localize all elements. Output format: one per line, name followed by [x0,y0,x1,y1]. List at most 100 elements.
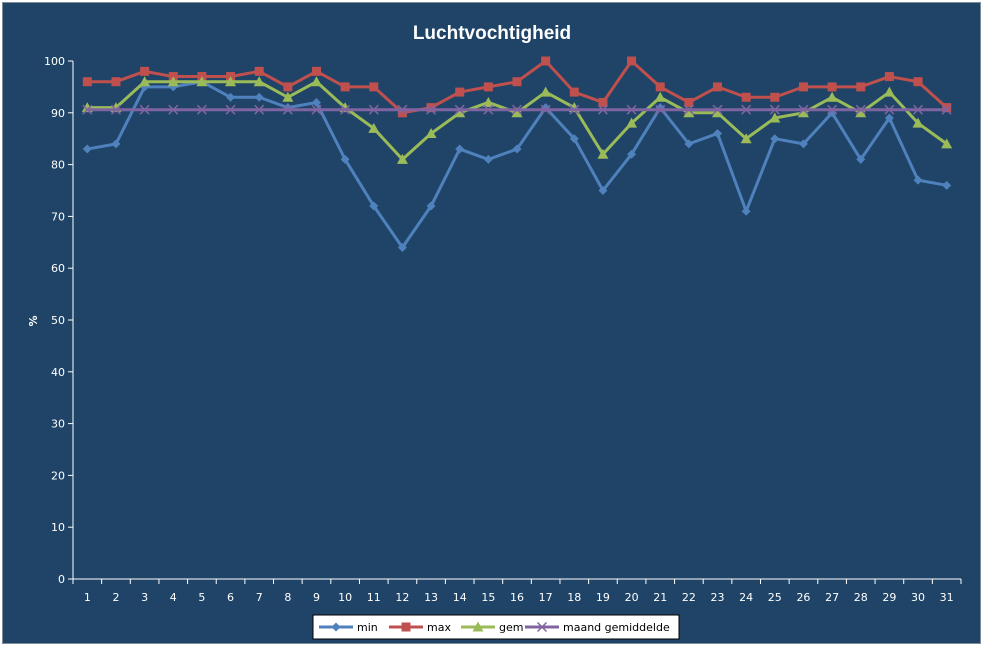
data-point [282,104,293,115]
marker-stroke [168,104,179,115]
marker-stroke [655,104,666,115]
data-point [540,86,552,97]
x-tick-label: 11 [367,591,381,604]
data-point [369,201,379,211]
marker-stroke [254,104,265,115]
x-tick-label: 15 [481,591,495,604]
data-point [110,104,121,115]
marker-stroke [340,104,351,115]
data-point [454,107,466,118]
data-point [196,76,208,87]
data-point [912,117,924,128]
x-tick-label: 30 [911,591,925,604]
x-tick-label: 22 [682,591,696,604]
x-tick-label: 17 [539,591,553,604]
data-point [282,91,294,102]
x-tick-label: 28 [854,591,868,604]
data-point [254,66,264,76]
y-tick-label: 30 [51,418,65,431]
x-tick-label: 20 [625,591,639,604]
data-point [111,77,121,87]
y-tick-label: 20 [51,469,65,482]
data-point [426,104,437,115]
data-point [627,56,637,66]
y-axis-label: % [27,315,40,326]
data-point [740,133,752,144]
y-tick-label: 60 [51,262,65,275]
data-point [569,104,580,115]
y-tick-label: 70 [51,210,65,223]
data-point [741,104,752,115]
data-point [455,144,465,154]
data-point [482,96,494,107]
x-tick-label: 8 [284,591,291,604]
x-tick-label: 5 [198,591,205,604]
x-tick-label: 4 [170,591,177,604]
data-point [741,206,751,216]
data-point [942,103,952,113]
data-point [913,104,924,115]
data-point [426,103,436,113]
data-point [397,108,407,118]
data-point [856,154,866,164]
data-point [713,129,723,139]
data-point [340,82,350,92]
data-point [82,104,93,115]
data-point [770,92,780,102]
data-point [683,107,695,118]
data-point [512,77,522,87]
x-tick-label: 29 [882,591,896,604]
data-point [883,86,895,97]
y-tick-label: 80 [51,159,65,172]
marker-stroke [827,104,838,115]
legend-box [312,614,680,640]
x-tick-label: 18 [567,591,581,604]
data-point [397,242,407,252]
data-point [196,104,207,115]
data-point [942,180,952,190]
x-tick-label: 24 [739,591,753,604]
data-point [254,92,264,102]
legend-marker [331,622,341,632]
legend-marker [401,622,411,632]
marker-stroke [884,104,895,115]
series-layer [81,56,953,252]
x-tick-label: 16 [510,591,524,604]
data-point [655,104,666,115]
data-point [340,104,351,115]
data-point [597,104,608,115]
marker-stroke [368,104,379,115]
marker-stroke [311,104,322,115]
data-point [798,104,809,115]
marker-stroke [913,104,924,115]
data-point [425,128,437,139]
chart-title: Luchtvochtigheid [413,23,571,44]
legend-label: max [427,621,451,634]
data-point [311,66,321,76]
x-tick-label: 19 [596,591,610,604]
data-point [82,144,92,154]
data-point [684,139,694,149]
data-point [627,149,637,159]
data-point [225,104,236,115]
data-point [741,92,751,102]
data-point [511,104,523,115]
data-point [426,201,436,211]
x-tick-label: 10 [338,591,352,604]
legend-label: maand gemiddelde [563,621,670,634]
x-tick-label: 23 [711,591,725,604]
data-point [626,104,637,115]
data-point [283,82,293,92]
marker-stroke [282,104,293,115]
data-point [683,104,694,115]
data-point [769,104,780,115]
data-point [826,91,838,102]
data-point [827,82,837,92]
data-point [913,77,923,87]
data-point [856,82,866,92]
data-point [369,82,379,92]
data-point [140,66,150,76]
marker-stroke [941,104,952,115]
data-point [310,76,322,87]
